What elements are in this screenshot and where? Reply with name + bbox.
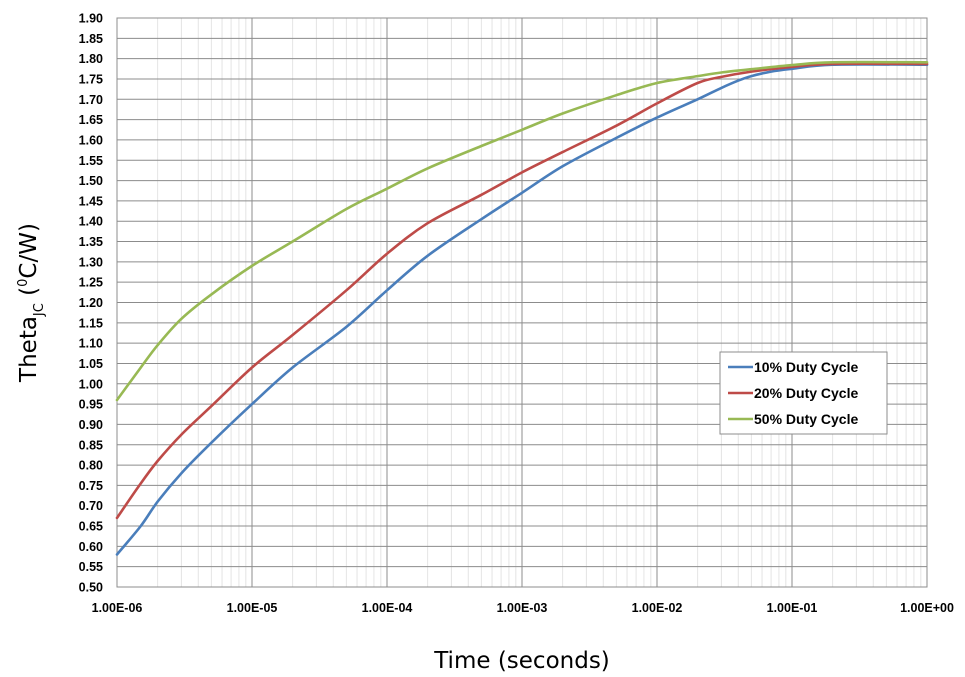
y-tick-label: 1.05 — [79, 357, 103, 371]
legend-label: 10% Duty Cycle — [754, 359, 858, 375]
y-axis-tick-labels: 0.50 0.55 0.60 0.65 0.70 0.75 0.80 0.85 0.90 0.95… — [79, 12, 103, 595]
y-tick-label: 1.15 — [79, 316, 103, 330]
y-tick-label: 1.90 — [79, 12, 103, 26]
series-line — [115, 63, 929, 556]
y-tick-label: 0.85 — [79, 438, 103, 452]
y-tick-label: 1.25 — [79, 276, 103, 290]
legend: 10% Duty Cycle 20% Duty Cycle 50% Duty Cyc… — [719, 351, 888, 435]
y-tick-label: 0.90 — [79, 418, 103, 432]
y-tick-label: 1.60 — [79, 133, 103, 147]
y-tick-label: 1.20 — [79, 296, 103, 310]
x-tick-label: 1.00E+00 — [900, 601, 954, 615]
y-tick-label: 1.35 — [79, 235, 103, 249]
y-tick-label: 0.75 — [79, 479, 103, 493]
x-axis-title: Time (seconds) — [433, 648, 610, 674]
y-axis-title-unit-open: ( — [16, 287, 42, 303]
x-tick-label: 1.00E-04 — [362, 601, 413, 615]
y-axis-title-unit-close: C/W) — [16, 223, 42, 279]
series-line — [115, 60, 929, 402]
y-tick-label: 1.10 — [79, 337, 103, 351]
y-axis-title: ThetaJC (0C/W) — [16, 223, 47, 383]
x-tick-label: 1.00E-01 — [767, 601, 818, 615]
y-tick-label: 1.50 — [79, 174, 103, 188]
y-tick-label: 1.70 — [79, 93, 103, 107]
legend-items: 10% Duty Cycle 20% Duty Cycle 50% Duty Cyc… — [728, 359, 858, 427]
y-tick-label: 0.55 — [79, 560, 103, 574]
y-tick-label: 0.70 — [79, 499, 103, 513]
y-tick-label: 1.40 — [79, 215, 103, 229]
y-tick-label: 0.95 — [79, 398, 103, 412]
y-tick-label: 1.80 — [79, 52, 103, 66]
y-tick-label: 1.30 — [79, 255, 103, 269]
y-tick-label: 0.65 — [79, 520, 103, 534]
legend-label: 20% Duty Cycle — [754, 385, 858, 401]
x-tick-label: 1.00E-06 — [92, 601, 143, 615]
y-tick-label: 1.85 — [79, 32, 103, 46]
legend-label: 50% Duty Cycle — [754, 411, 858, 427]
x-tick-label: 1.00E-05 — [227, 601, 278, 615]
y-tick-label: 0.50 — [79, 581, 103, 595]
y-tick-label: 0.60 — [79, 540, 103, 554]
y-tick-label: 1.55 — [79, 154, 103, 168]
x-axis-tick-labels: 1.00E-06 1.00E-05 1.00E-04 1.00E-03 1.00E-02… — [92, 601, 954, 615]
x-tick-label: 1.00E-02 — [632, 601, 683, 615]
plot-area-frame — [116, 17, 928, 588]
y-tick-label: 1.00 — [79, 377, 103, 391]
y-tick-label: 1.65 — [79, 113, 103, 127]
y-axis-title-subscript: JC — [32, 303, 47, 317]
x-tick-label: 1.00E-03 — [497, 601, 548, 615]
series-line — [115, 62, 929, 520]
y-axis-title-superscript: 0 — [16, 279, 31, 287]
y-tick-label: 1.45 — [79, 194, 103, 208]
y-tick-label: 0.80 — [79, 459, 103, 473]
data-series — [115, 60, 929, 556]
y-axis-title-main: Theta — [16, 316, 42, 383]
y-tick-label: 1.75 — [79, 72, 103, 86]
